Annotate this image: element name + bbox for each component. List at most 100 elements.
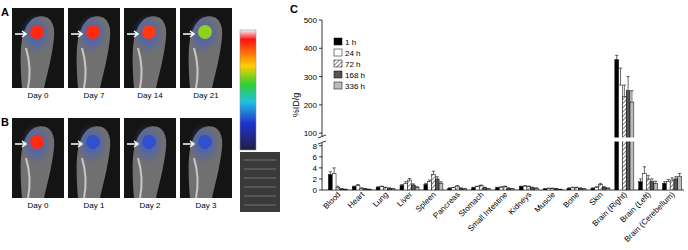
signal xyxy=(142,135,156,149)
error-stem xyxy=(330,172,331,175)
bar xyxy=(511,189,515,190)
error-cap xyxy=(496,187,499,188)
colorbar-legend-line xyxy=(244,160,276,161)
error-cap xyxy=(483,187,486,188)
bar xyxy=(364,189,368,190)
error-cap xyxy=(579,187,582,188)
bar xyxy=(654,183,658,190)
bar xyxy=(678,176,682,190)
error-bar xyxy=(670,178,673,180)
error-cap xyxy=(674,176,677,177)
error-bar xyxy=(507,187,510,189)
y-axis-upper xyxy=(322,20,323,136)
error-bar xyxy=(627,77,630,91)
signal xyxy=(86,25,100,39)
error-cap xyxy=(663,181,666,182)
error-cap xyxy=(439,181,442,182)
bar xyxy=(384,188,388,190)
bar xyxy=(459,188,463,190)
error-cap xyxy=(551,188,554,189)
ct-frame xyxy=(12,118,64,198)
error-bar xyxy=(472,187,475,189)
panel-letter: A xyxy=(1,6,9,18)
error-bar xyxy=(567,187,570,189)
frame-bg xyxy=(180,8,232,88)
error-cap xyxy=(368,189,371,190)
y-tick xyxy=(319,167,322,168)
error-cap xyxy=(654,181,657,182)
error-bar xyxy=(551,188,554,189)
error-bar xyxy=(647,176,650,179)
error-cap xyxy=(364,188,367,189)
legend-swatch xyxy=(334,60,342,67)
bar xyxy=(523,186,527,190)
bar xyxy=(551,188,555,190)
error-bar xyxy=(428,180,431,182)
error-stem xyxy=(644,167,645,174)
y-tick-label: 2 xyxy=(313,175,318,184)
spine xyxy=(194,158,198,198)
colorbar-legend-line xyxy=(244,178,276,179)
spine xyxy=(138,48,142,88)
bar xyxy=(455,186,459,190)
error-cap xyxy=(591,187,594,188)
error-cap xyxy=(544,188,547,189)
colorbar-legend-line xyxy=(244,187,276,188)
error-bar xyxy=(619,68,622,85)
error-stem xyxy=(672,178,673,180)
spine xyxy=(26,48,30,88)
error-bar xyxy=(416,186,419,188)
arrow xyxy=(15,31,26,37)
bar xyxy=(352,187,356,190)
figure: ADay 0Day 7Day 14Day 21BDay 0Day 1Day 2D… xyxy=(0,0,688,250)
error-cap xyxy=(480,185,483,186)
error-bar xyxy=(436,177,439,179)
bar xyxy=(527,187,531,190)
y-axis-label: %ID/g xyxy=(291,93,301,118)
error-cap xyxy=(567,187,570,188)
error-cap xyxy=(476,186,479,187)
legend-swatch xyxy=(334,38,342,45)
error-bar xyxy=(575,187,578,189)
signal xyxy=(30,135,44,149)
bar xyxy=(531,188,535,190)
bar xyxy=(368,189,372,190)
colorbar xyxy=(240,30,256,150)
bar xyxy=(575,188,579,190)
panel-letter: B xyxy=(1,116,9,128)
frame-bg xyxy=(68,118,120,198)
error-bar xyxy=(329,172,332,175)
error-cap xyxy=(603,186,606,187)
error-bar xyxy=(523,185,526,187)
bar xyxy=(543,189,547,190)
error-bar xyxy=(571,187,574,189)
bar xyxy=(411,185,415,190)
error-bar xyxy=(643,167,646,174)
bar xyxy=(400,186,404,190)
error-stem xyxy=(675,177,676,179)
error-cap xyxy=(535,187,538,188)
error-bar xyxy=(527,186,530,188)
error-cap xyxy=(436,176,439,177)
error-stem xyxy=(433,171,434,174)
error-bar xyxy=(678,173,681,176)
y-tick xyxy=(319,48,322,49)
axis-break-mark xyxy=(318,135,326,138)
y-tick-label: 300 xyxy=(304,73,318,82)
error-bar xyxy=(400,184,403,185)
error-cap xyxy=(416,186,419,187)
y-tick xyxy=(319,104,322,105)
bar xyxy=(599,184,603,190)
error-bar xyxy=(531,187,534,189)
legend-label: 168 h xyxy=(345,71,365,80)
error-cap xyxy=(392,188,395,189)
error-cap xyxy=(459,187,462,188)
y-tick-label: 0 xyxy=(313,186,318,195)
y-tick xyxy=(319,178,322,179)
error-cap xyxy=(595,186,598,187)
error-stem xyxy=(631,91,632,102)
spine xyxy=(26,158,30,198)
bar xyxy=(663,183,667,190)
error-bar xyxy=(487,188,490,189)
error-cap xyxy=(639,178,642,179)
